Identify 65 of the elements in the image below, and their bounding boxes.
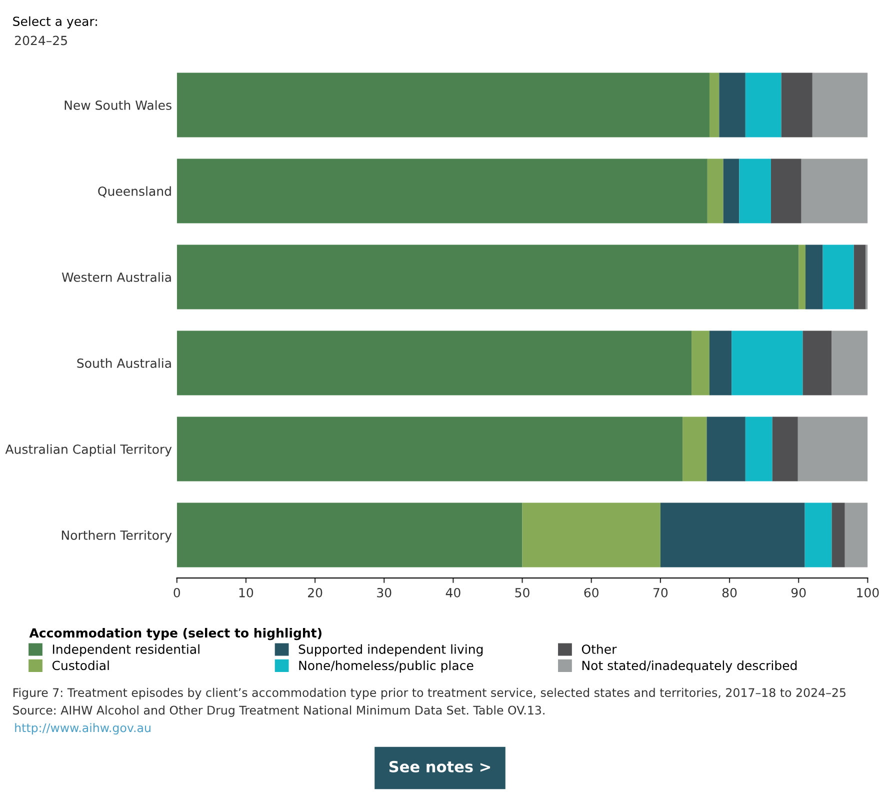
bar	[844, 502, 868, 568]
bar	[739, 158, 771, 224]
bar	[723, 158, 740, 224]
bar	[707, 158, 724, 224]
text: 2024–25	[14, 36, 67, 46]
bar	[522, 502, 660, 568]
bar	[832, 330, 868, 396]
text: Select a year:	[13, 16, 97, 28]
x-tick-label: 90	[791, 588, 806, 598]
legend-label: Custodial	[52, 660, 109, 670]
bar	[709, 72, 720, 138]
bar	[176, 244, 799, 310]
bar	[798, 244, 806, 310]
x-tick-label: 80	[722, 588, 737, 598]
bar	[706, 416, 746, 482]
bar	[745, 72, 782, 138]
bar	[709, 330, 732, 396]
x-tick-label: 10	[239, 588, 254, 598]
bar	[801, 158, 868, 224]
x-tick-label: 20	[308, 588, 322, 598]
x-tick-label: 50	[515, 588, 530, 598]
bar	[822, 244, 854, 310]
bar	[176, 502, 522, 568]
bar	[745, 416, 772, 482]
bar	[732, 330, 803, 396]
x-tick-label: 60	[584, 588, 598, 598]
x-tick-label: 0	[174, 588, 180, 598]
y-tick-label: South Australia	[77, 358, 171, 368]
bar	[854, 244, 866, 310]
bar	[802, 330, 832, 396]
text: http://www.aihw.gov.au	[15, 723, 150, 735]
bar	[772, 416, 798, 482]
bar	[798, 416, 868, 482]
y-tick-label: Western Australia	[62, 272, 171, 282]
y-tick-label: Queensland	[98, 186, 171, 198]
x-tick-label: 100	[857, 588, 879, 598]
source-note: Source: AIHW Alcohol and Other Drug Treatment National Minimum Data Set. Table OV.13.	[13, 705, 544, 717]
legend-title: Accommodation type (select to highlight)	[29, 628, 322, 640]
caption: Figure 7: Treatment episodes by client’s accommodation type prior to treatment service, selected states and territories, 2017–18 to 2024–25	[13, 688, 846, 700]
bar	[770, 158, 802, 224]
legend-label: Other	[582, 644, 617, 654]
bar	[176, 158, 708, 224]
text: See notes >	[389, 760, 490, 772]
legend-label: Supported independent living	[298, 644, 483, 656]
bar	[176, 72, 710, 138]
x-tick-label: 30	[377, 588, 392, 598]
y-tick-label: Northern Territory	[62, 530, 172, 542]
legend-label: None/homeless/public place	[299, 660, 474, 673]
bar	[660, 502, 805, 568]
legend-label: Independent residential	[52, 644, 200, 656]
legend-label: Not stated/inadequately described	[582, 660, 797, 673]
bar	[719, 72, 746, 138]
bar	[176, 330, 692, 396]
bar	[806, 244, 823, 310]
x-tick-label: 70	[654, 588, 668, 598]
x-tick-label: 40	[446, 588, 460, 598]
y-tick-label: New South Wales	[64, 100, 172, 110]
bar	[812, 72, 868, 138]
bar	[832, 502, 845, 568]
bar	[682, 416, 707, 482]
bar	[804, 502, 832, 568]
y-tick-label: Australian Captial Territory	[5, 444, 172, 456]
bar	[781, 72, 812, 138]
bar	[176, 416, 683, 482]
bar	[692, 330, 710, 396]
